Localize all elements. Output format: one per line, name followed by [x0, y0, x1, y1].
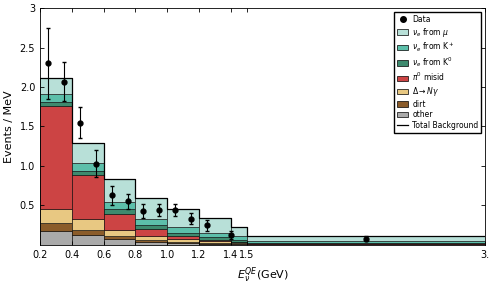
Bar: [40, 209, 72, 223]
Bar: [40, 102, 72, 106]
Bar: [72, 235, 104, 245]
Y-axis label: Events / MeV: Events / MeV: [4, 90, 14, 163]
Bar: [104, 214, 135, 230]
Bar: [135, 219, 167, 225]
Bar: [72, 219, 104, 230]
Bar: [72, 230, 104, 235]
Bar: [199, 240, 231, 241]
Bar: [104, 179, 135, 202]
Bar: [104, 202, 135, 209]
Bar: [40, 223, 72, 231]
Bar: [231, 243, 247, 244]
Bar: [135, 229, 167, 236]
Bar: [167, 239, 199, 242]
Bar: [231, 244, 247, 245]
Bar: [135, 225, 167, 229]
Legend: Data, $\nu_e$ from $\mu$, $\nu_e$ from K$^+$, $\nu_e$ from K$^0$, $\pi^0$ misid,: Data, $\nu_e$ from $\mu$, $\nu_e$ from K…: [394, 12, 482, 133]
Bar: [199, 241, 231, 243]
Bar: [104, 209, 135, 214]
Bar: [231, 227, 247, 236]
Bar: [247, 236, 485, 241]
Bar: [135, 236, 167, 240]
Bar: [247, 243, 485, 244]
Bar: [135, 240, 167, 242]
Bar: [135, 198, 167, 219]
Bar: [40, 231, 72, 245]
Bar: [72, 163, 104, 171]
Bar: [199, 233, 231, 237]
Bar: [167, 236, 199, 239]
Bar: [167, 233, 199, 236]
Bar: [72, 171, 104, 175]
Bar: [72, 175, 104, 219]
X-axis label: $E_\nu^{QE}$(GeV): $E_\nu^{QE}$(GeV): [237, 265, 288, 285]
Bar: [104, 236, 135, 239]
Bar: [199, 244, 231, 245]
Bar: [40, 106, 72, 209]
Bar: [72, 143, 104, 163]
Bar: [167, 243, 199, 245]
Bar: [104, 230, 135, 236]
Bar: [199, 237, 231, 240]
Bar: [40, 94, 72, 102]
Bar: [167, 209, 199, 227]
Bar: [135, 242, 167, 245]
Bar: [104, 239, 135, 245]
Bar: [167, 242, 199, 243]
Bar: [247, 244, 485, 245]
Bar: [167, 227, 199, 233]
Bar: [231, 236, 247, 240]
Bar: [40, 78, 72, 94]
Bar: [199, 218, 231, 233]
Bar: [231, 240, 247, 242]
Bar: [247, 241, 485, 243]
Bar: [231, 242, 247, 243]
Bar: [199, 243, 231, 244]
